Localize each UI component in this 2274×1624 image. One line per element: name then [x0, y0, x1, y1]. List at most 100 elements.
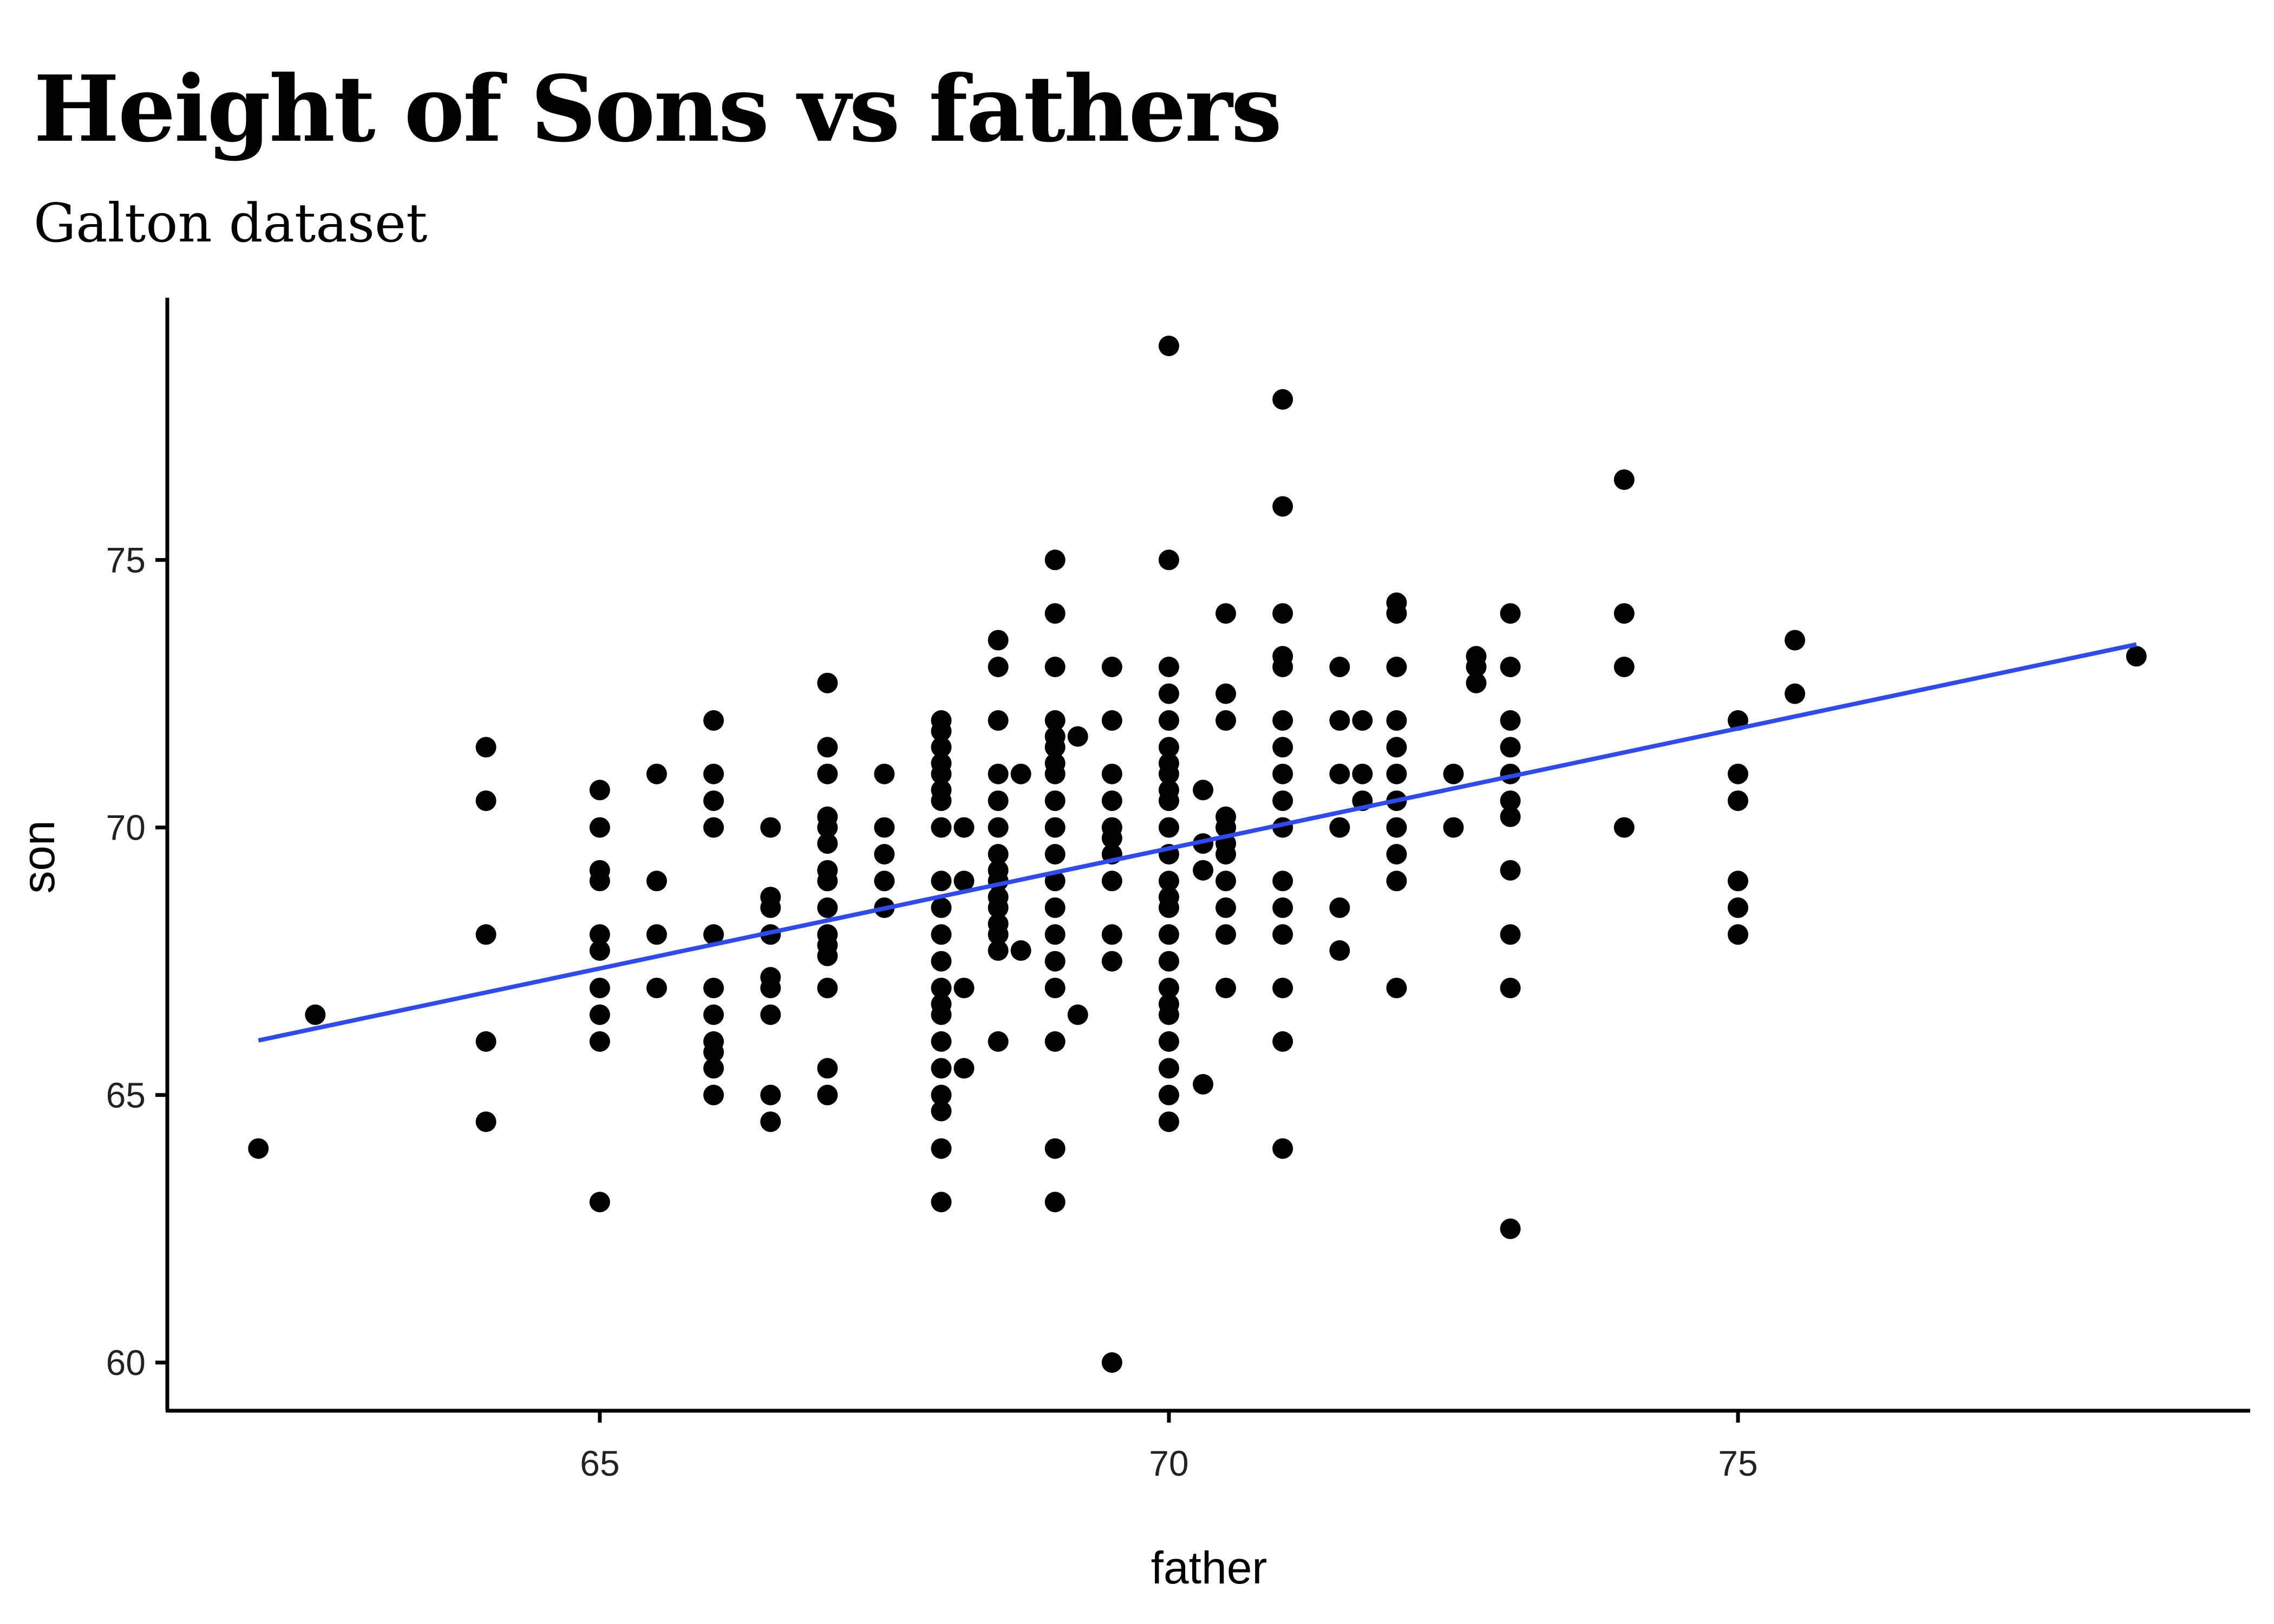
data-point — [475, 737, 496, 758]
data-point — [1158, 1111, 1179, 1132]
data-point — [760, 978, 781, 999]
data-point — [1386, 603, 1407, 624]
data-point — [1386, 763, 1407, 784]
data-point — [1158, 897, 1179, 918]
data-point — [817, 672, 838, 693]
x-tick-label: 70 — [1149, 1443, 1188, 1483]
data-point — [646, 978, 667, 999]
data-point — [1193, 1074, 1213, 1095]
y-axis-ticks: 60 65 70 75 — [106, 540, 167, 1383]
data-point — [1158, 951, 1179, 972]
data-point — [1067, 1004, 1088, 1025]
data-point — [988, 817, 1009, 838]
data-point — [1500, 710, 1521, 731]
data-points — [248, 336, 2147, 1373]
data-point — [589, 1191, 610, 1213]
data-point — [1329, 657, 1350, 677]
data-point — [1044, 817, 1066, 838]
data-point — [589, 940, 610, 961]
data-point — [589, 1004, 610, 1025]
y-tick-label: 60 — [106, 1343, 146, 1383]
data-point — [703, 817, 724, 838]
data-point — [589, 924, 610, 945]
data-point — [703, 790, 724, 811]
data-point — [1216, 870, 1236, 892]
data-point — [1158, 817, 1179, 838]
data-point — [1044, 978, 1066, 999]
data-point — [1329, 763, 1350, 784]
data-point — [931, 737, 952, 758]
data-point — [1216, 603, 1236, 624]
data-point — [703, 763, 724, 784]
data-point — [931, 721, 952, 742]
data-point — [988, 897, 1009, 918]
data-point — [1443, 817, 1464, 838]
data-point — [1158, 710, 1179, 731]
data-point — [1010, 763, 1031, 784]
data-point — [1613, 469, 1635, 490]
data-point — [646, 924, 667, 945]
data-point — [1158, 549, 1179, 571]
data-point — [1728, 763, 1748, 784]
data-point — [1193, 780, 1213, 801]
data-point — [817, 1084, 838, 1105]
data-point — [1101, 828, 1122, 849]
data-point — [1272, 763, 1293, 784]
data-point — [931, 790, 952, 811]
data-point — [1272, 897, 1293, 918]
data-point — [1216, 710, 1236, 731]
data-point — [1067, 726, 1088, 747]
data-point — [1044, 1031, 1066, 1052]
data-point — [1272, 1138, 1293, 1159]
data-point — [1785, 683, 1806, 704]
data-point — [1500, 790, 1521, 811]
data-point — [760, 1004, 781, 1025]
data-point — [817, 737, 838, 758]
data-point — [817, 817, 838, 838]
data-point — [1352, 710, 1373, 731]
data-point — [1329, 940, 1350, 961]
y-axis-label: son — [13, 820, 64, 893]
data-point — [646, 763, 667, 784]
data-point — [931, 897, 952, 918]
data-point — [1158, 336, 1179, 356]
data-point — [248, 1138, 269, 1159]
data-point — [931, 978, 952, 999]
data-point — [1044, 1138, 1066, 1159]
data-point — [1500, 603, 1521, 624]
data-point — [1386, 737, 1407, 758]
data-point — [1158, 657, 1179, 677]
data-point — [1101, 924, 1122, 945]
x-axis-label: father — [1151, 1542, 1267, 1593]
x-tick-label: 65 — [580, 1443, 619, 1483]
data-point — [1272, 790, 1293, 811]
data-point — [931, 1031, 952, 1052]
data-point — [475, 790, 496, 811]
data-point — [1386, 870, 1407, 892]
data-point — [1386, 978, 1407, 999]
data-point — [589, 1031, 610, 1052]
y-tick-label: 75 — [106, 540, 146, 580]
data-point — [1158, 763, 1179, 784]
data-point — [988, 924, 1009, 945]
data-point — [931, 1191, 952, 1213]
data-point — [760, 817, 781, 838]
data-point — [475, 924, 496, 945]
data-point — [1044, 897, 1066, 918]
data-point — [1216, 844, 1236, 865]
data-point — [1216, 683, 1236, 704]
data-point — [931, 763, 952, 784]
data-point — [988, 940, 1009, 961]
plot-area — [248, 336, 2147, 1373]
data-point — [931, 1084, 952, 1105]
data-point — [817, 945, 838, 966]
data-point — [760, 1084, 781, 1105]
data-point — [589, 978, 610, 999]
data-point — [1101, 790, 1122, 811]
data-point — [1613, 657, 1635, 677]
data-point — [1216, 817, 1236, 838]
data-point — [1101, 951, 1122, 972]
data-point — [1272, 924, 1293, 945]
data-point — [305, 1004, 326, 1025]
